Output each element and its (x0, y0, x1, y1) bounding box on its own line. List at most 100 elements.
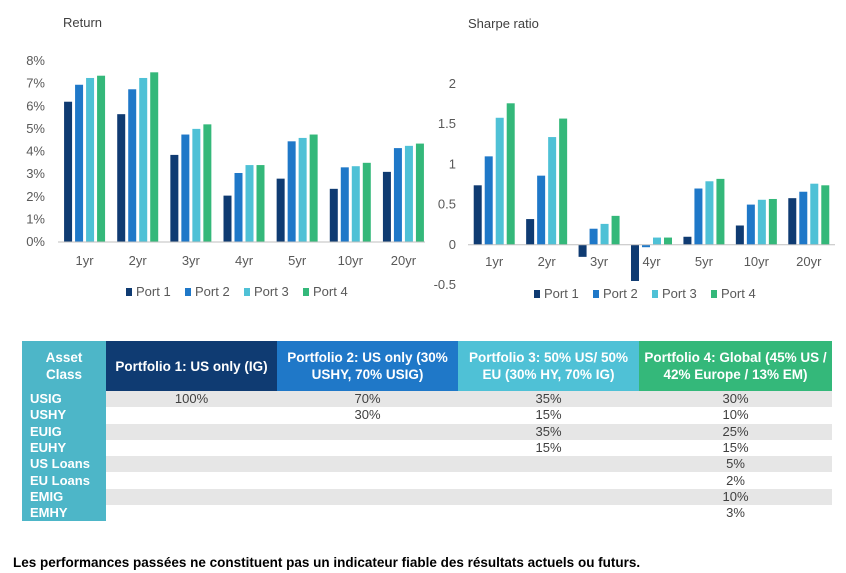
asset-class-cell: EMHY (22, 505, 106, 522)
bar-port-2-4yr (234, 172, 243, 242)
allocation-cell-p3 (458, 505, 639, 522)
header-portfolio-2: Portfolio 2: US only (30% USHY, 70% USIG… (277, 341, 458, 391)
y-tick-label: 4% (26, 144, 45, 159)
legend-swatch (593, 290, 599, 298)
bar-port-1-10yr (329, 188, 338, 242)
bar-port-3-2yr (548, 137, 557, 245)
bar-port-1-20yr (382, 171, 391, 242)
legend-label: Port 3 (254, 284, 289, 299)
bar-port-1-3yr (578, 244, 587, 257)
bar-port-2-2yr (537, 175, 546, 245)
bar-port-2-5yr (694, 188, 703, 245)
allocation-cell-p2 (277, 505, 458, 522)
bar-port-2-2yr (128, 89, 137, 242)
header-asset-class: Asset Class (22, 341, 106, 391)
sharpe-ratio-chart: Sharpe ratio -0.5 0 0.5 1 1.5 2 1yr 2yr 3yr 4yr 5yr… (434, 16, 835, 301)
legend-label: Port 1 (136, 284, 171, 299)
table-row: US Loans 5% (22, 456, 832, 473)
allocation-cell-p1 (106, 472, 277, 489)
bar-port-1-4yr (223, 195, 232, 242)
bar-port-4-2yr (150, 72, 159, 242)
legend-label: Port 1 (544, 286, 579, 301)
allocation-cell-p2: 30% (277, 407, 458, 424)
bar-port-3-10yr (351, 166, 360, 242)
y-tick-label: 8% (26, 53, 45, 68)
allocation-cell-p4: 10% (639, 407, 832, 424)
bar-port-1-20yr (788, 198, 797, 245)
bar-port-4-20yr (415, 143, 424, 242)
table-row: USIG 100% 70% 35% 30% (22, 391, 832, 408)
allocation-cell-p1 (106, 439, 277, 457)
chart-title: Sharpe ratio (468, 16, 539, 31)
allocation-cell-p3 (458, 456, 639, 473)
allocation-cell-p1 (106, 456, 277, 473)
y-tick-label: 0.5 (438, 197, 456, 212)
x-tick-label: 5yr (695, 254, 714, 269)
bar-port-3-10yr (757, 199, 766, 245)
bar-port-3-4yr (653, 237, 661, 245)
bar-port-4-3yr (611, 215, 620, 245)
bar-port-1-10yr (735, 225, 744, 245)
bar-port-4-2yr (559, 118, 568, 245)
header-portfolio-1: Portfolio 1: US only (IG) (106, 341, 277, 391)
allocation-cell-p4: 5% (639, 456, 832, 473)
allocation-cell-p1 (106, 505, 277, 522)
bar-port-3-4yr (245, 165, 254, 242)
x-tick-label: 3yr (182, 253, 201, 268)
allocation-cell-p1 (106, 423, 277, 440)
legend-swatch (652, 290, 658, 298)
bar-port-4-5yr (716, 178, 725, 245)
y-tick-label: 0 (449, 237, 456, 252)
y-tick-label: 3% (26, 166, 45, 181)
bar-port-4-4yr (664, 237, 672, 245)
allocation-cell-p2 (277, 472, 458, 489)
allocation-cell-p3 (458, 472, 639, 489)
x-tick-label: 5yr (288, 253, 307, 268)
asset-class-cell: EUHY (22, 439, 106, 457)
legend-label: Port 4 (313, 284, 348, 299)
table-row: EMIG 10% (22, 488, 832, 506)
asset-class-cell: EU Loans (22, 472, 106, 489)
asset-class-cell: USIG (22, 391, 106, 408)
bar-port-2-20yr (799, 191, 808, 245)
y-tick-label: 1 (449, 156, 456, 171)
table-row: USHY 30% 15% 10% (22, 407, 832, 424)
bar-port-4-10yr (362, 162, 371, 242)
y-tick-label: -0.5 (434, 277, 456, 292)
x-tick-label: 1yr (76, 253, 95, 268)
asset-class-cell: EMIG (22, 488, 106, 506)
allocation-cell-p2 (277, 423, 458, 440)
bar-port-3-20yr (810, 183, 819, 245)
x-tick-label: 10yr (338, 253, 364, 268)
legend-swatch (534, 290, 540, 298)
bar-port-4-10yr (768, 198, 777, 245)
bar-port-2-1yr (75, 84, 84, 242)
x-tick-label: 1yr (485, 254, 504, 269)
table-header-row: Asset Class Portfolio 1: US only (IG) Po… (22, 341, 832, 391)
legend-swatch (185, 288, 191, 296)
bar-port-2-3yr (589, 228, 598, 245)
allocation-cell-p4: 2% (639, 472, 832, 489)
allocation-cell-p4: 30% (639, 391, 832, 408)
bar-port-1-5yr (276, 178, 285, 242)
table-row: EUIG 35% 25% (22, 423, 832, 440)
bar-port-3-1yr (86, 77, 95, 242)
allocation-cell-p2 (277, 488, 458, 506)
x-tick-label: 10yr (744, 254, 770, 269)
legend-label: Port 2 (195, 284, 230, 299)
bar-port-3-1yr (495, 117, 504, 245)
y-tick-label: 5% (26, 121, 45, 136)
bar-port-3-3yr (192, 128, 201, 242)
allocation-cell-p4: 15% (639, 439, 832, 457)
allocation-cell-p3 (458, 488, 639, 506)
y-tick-label: 1.5 (438, 116, 456, 131)
allocation-cell-p3: 35% (458, 423, 639, 440)
allocation-table: Asset Class Portfolio 1: US only (IG) Po… (22, 341, 832, 522)
allocation-cell-p4: 25% (639, 423, 832, 440)
bar-port-2-1yr (484, 156, 493, 245)
legend-swatch (244, 288, 250, 296)
allocation-cell-p2: 70% (277, 391, 458, 408)
header-portfolio-4: Portfolio 4: Global (45% US / 42% Europe… (639, 341, 832, 391)
allocation-cell-p3: 15% (458, 439, 639, 457)
allocation-cell-p3: 35% (458, 391, 639, 408)
